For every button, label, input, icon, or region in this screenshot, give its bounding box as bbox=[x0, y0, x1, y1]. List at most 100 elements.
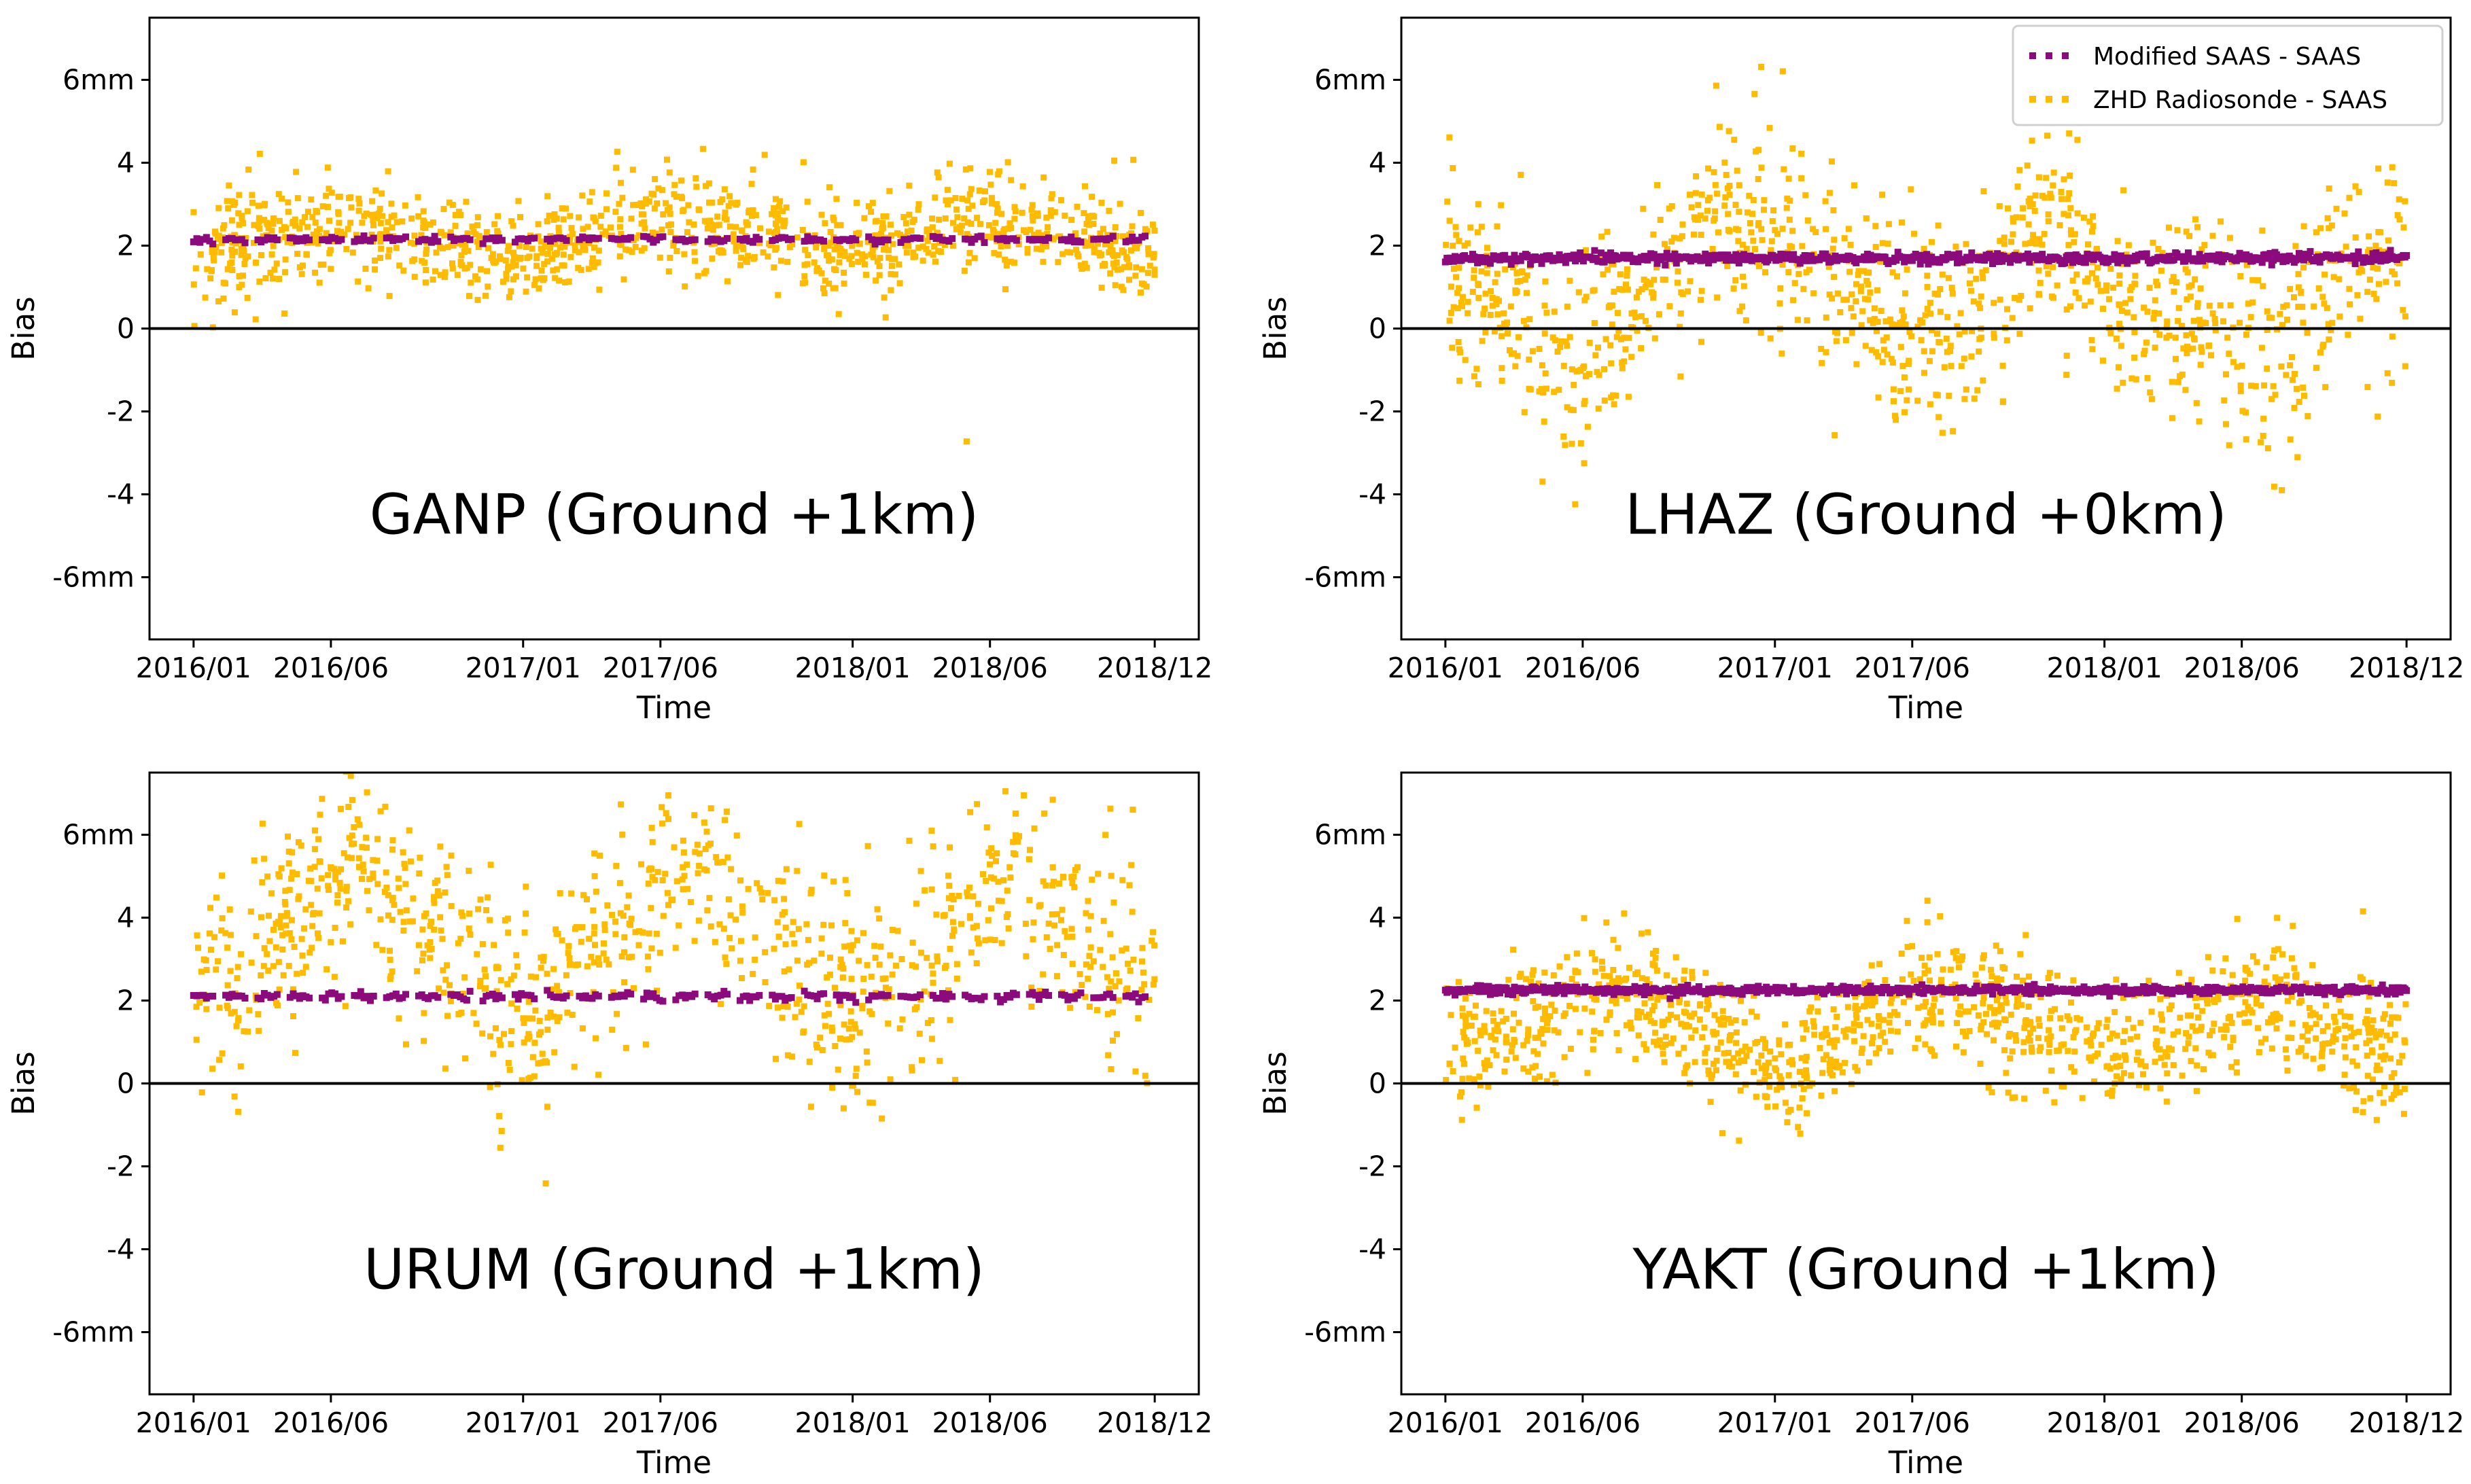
data-point bbox=[737, 957, 743, 964]
data-point bbox=[805, 252, 811, 258]
data-point bbox=[612, 931, 619, 938]
data-point bbox=[386, 293, 393, 300]
data-point bbox=[670, 242, 677, 249]
data-point bbox=[881, 294, 888, 301]
data-point bbox=[218, 927, 225, 934]
data-point bbox=[1581, 297, 1588, 304]
data-point bbox=[1526, 316, 1533, 323]
data-point bbox=[271, 266, 278, 273]
data-point bbox=[1927, 311, 1934, 317]
data-point bbox=[1741, 1019, 1748, 1025]
data-point bbox=[1589, 1008, 1596, 1015]
data-point bbox=[821, 245, 828, 252]
data-point-modified bbox=[447, 233, 455, 241]
data-point bbox=[552, 241, 558, 247]
data-point bbox=[1041, 810, 1048, 817]
data-point bbox=[692, 849, 699, 855]
data-point bbox=[692, 258, 699, 264]
data-point bbox=[1525, 1068, 1532, 1075]
data-point bbox=[1536, 346, 1543, 352]
data-point bbox=[373, 942, 380, 949]
data-point bbox=[1854, 1067, 1861, 1074]
data-point bbox=[821, 1012, 828, 1019]
data-point bbox=[1456, 264, 1462, 271]
data-point bbox=[2073, 271, 2080, 278]
data-point bbox=[641, 245, 648, 251]
data-point bbox=[854, 249, 860, 256]
data-point bbox=[349, 796, 355, 803]
data-point bbox=[2212, 320, 2219, 326]
data-point bbox=[2292, 243, 2299, 249]
data-point bbox=[1615, 310, 1621, 317]
data-point bbox=[947, 197, 954, 204]
data-point bbox=[786, 966, 792, 973]
data-point bbox=[722, 954, 729, 961]
y-tick-label: 2 bbox=[117, 230, 135, 262]
data-point bbox=[294, 970, 300, 977]
data-point bbox=[501, 1031, 507, 1038]
data-point bbox=[283, 930, 290, 937]
data-point bbox=[487, 1033, 493, 1040]
data-point bbox=[377, 808, 384, 815]
data-point-modified bbox=[724, 991, 731, 998]
data-point bbox=[663, 810, 669, 817]
data-point bbox=[1491, 1027, 1498, 1034]
data-point bbox=[1468, 1022, 1475, 1029]
data-point bbox=[659, 226, 665, 233]
data-point bbox=[949, 893, 956, 899]
data-point bbox=[1973, 275, 1980, 282]
data-point bbox=[529, 245, 536, 252]
data-point bbox=[1023, 229, 1030, 235]
data-point bbox=[379, 947, 386, 953]
data-point bbox=[2233, 1069, 2240, 1076]
data-point bbox=[1494, 223, 1501, 230]
data-point bbox=[2106, 296, 2113, 302]
data-point bbox=[729, 945, 735, 952]
data-point bbox=[1543, 1020, 1550, 1027]
data-point bbox=[771, 264, 777, 271]
data-point-modified bbox=[463, 996, 470, 1004]
data-point bbox=[695, 870, 701, 877]
data-point-modified bbox=[1609, 257, 1616, 264]
data-point bbox=[1997, 948, 2003, 955]
data-point bbox=[347, 773, 354, 779]
data-point bbox=[970, 924, 977, 931]
data-point bbox=[956, 893, 962, 899]
data-point bbox=[1054, 911, 1061, 917]
data-point bbox=[550, 966, 557, 972]
data-point-modified bbox=[2165, 253, 2173, 260]
data-point bbox=[801, 273, 808, 280]
data-point bbox=[971, 255, 978, 262]
data-point bbox=[1657, 217, 1664, 223]
data-point bbox=[524, 274, 531, 281]
data-point bbox=[1828, 1038, 1835, 1044]
data-point bbox=[2095, 1020, 2102, 1027]
data-point bbox=[1100, 917, 1107, 924]
data-point bbox=[2091, 1078, 2098, 1085]
data-point bbox=[2223, 1027, 2230, 1034]
data-point bbox=[645, 880, 652, 887]
data-point bbox=[1615, 328, 1622, 334]
data-point bbox=[1779, 226, 1786, 232]
data-point-modified bbox=[1132, 990, 1139, 997]
data-point bbox=[592, 942, 598, 949]
data-point-modified bbox=[871, 241, 879, 248]
data-point bbox=[616, 880, 623, 887]
data-point bbox=[1961, 355, 1967, 362]
data-point bbox=[720, 249, 726, 255]
data-point bbox=[1042, 882, 1049, 889]
data-point bbox=[2376, 281, 2382, 287]
data-point bbox=[1490, 1047, 1496, 1054]
data-point bbox=[1112, 282, 1119, 289]
data-point bbox=[1991, 1037, 1997, 1044]
data-point bbox=[826, 184, 833, 191]
data-point bbox=[383, 884, 390, 891]
data-point bbox=[1082, 243, 1089, 249]
x-axis-label: Time bbox=[636, 690, 712, 726]
data-point bbox=[998, 243, 1004, 249]
data-point-modified bbox=[788, 235, 795, 243]
data-point bbox=[2272, 391, 2279, 398]
data-point bbox=[1704, 995, 1711, 1002]
data-point bbox=[1947, 966, 1954, 973]
data-point-modified bbox=[1000, 996, 1007, 1004]
